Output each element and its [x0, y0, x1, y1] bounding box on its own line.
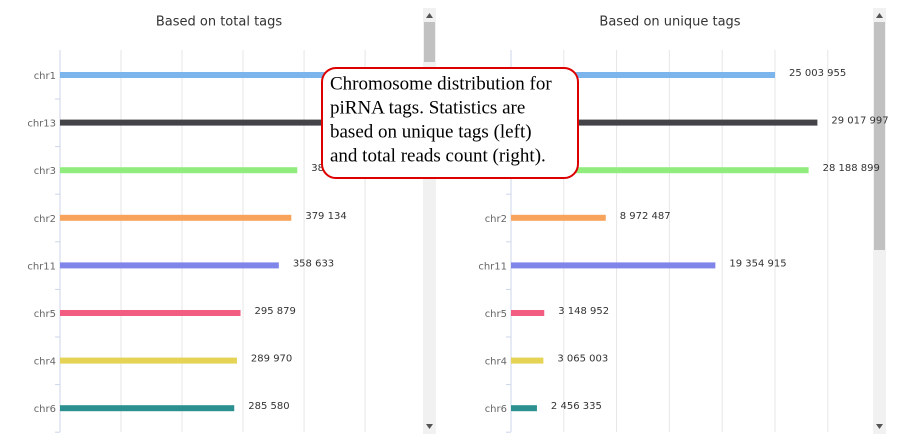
bar	[60, 310, 241, 316]
y-tick-label: chr5	[485, 309, 507, 320]
data-label: 25 003 955	[789, 68, 846, 79]
y-tick-label: chr6	[34, 404, 56, 415]
y-tick-label: chr4	[485, 357, 507, 368]
y-tick-label: chr11	[478, 261, 507, 272]
bar	[511, 167, 809, 174]
data-label: 295 879	[255, 306, 296, 317]
y-tick-label: chr6	[485, 404, 507, 415]
data-label: 19 354 915	[729, 258, 786, 269]
data-label: 358 633	[293, 258, 334, 269]
y-tick-label: chr2	[485, 214, 507, 225]
callout-line: and total reads count (right).	[330, 145, 546, 166]
bar	[60, 167, 298, 174]
y-tick-label: chr2	[34, 214, 56, 225]
y-tick-label: chr11	[27, 261, 56, 272]
bar	[511, 310, 545, 316]
data-label: 8 972 487	[620, 211, 671, 222]
y-tick-label: chr5	[34, 309, 56, 320]
bar	[60, 262, 279, 269]
bar	[511, 405, 537, 412]
data-label: 285 580	[248, 401, 289, 412]
bar	[511, 357, 544, 364]
callout-line: based on unique tags (left)	[330, 121, 532, 142]
bar	[60, 214, 292, 221]
bar	[60, 72, 347, 78]
callout: Chromosome distribution for piRNA tags. …	[321, 67, 579, 179]
y-tick-label: chr4	[34, 357, 56, 368]
y-tick-label: chr13	[27, 119, 56, 130]
bar	[511, 72, 776, 78]
chart-title: Based on total tags	[156, 15, 283, 30]
callout-line: Chromosome distribution for	[330, 73, 552, 94]
data-label: 3 148 952	[558, 306, 609, 317]
callout-line: piRNA tags. Statistics are	[330, 97, 525, 118]
bar	[511, 214, 606, 221]
bar	[511, 119, 818, 126]
bar	[511, 262, 716, 269]
data-label: 2 456 335	[551, 401, 602, 412]
chart-title: Based on unique tags	[599, 15, 740, 30]
scrollbar[interactable]	[873, 8, 886, 434]
data-label: 29 017 997	[831, 116, 888, 127]
data-label: 28 188 899	[823, 163, 880, 174]
data-label: 3 065 003	[557, 354, 608, 365]
data-label: 379 134	[305, 211, 346, 222]
y-tick-label: chr3	[34, 166, 56, 177]
data-label: 289 970	[251, 354, 292, 365]
bar	[60, 119, 341, 126]
bar	[60, 357, 237, 364]
y-tick-label: chr1	[34, 71, 56, 82]
bar	[60, 405, 235, 412]
